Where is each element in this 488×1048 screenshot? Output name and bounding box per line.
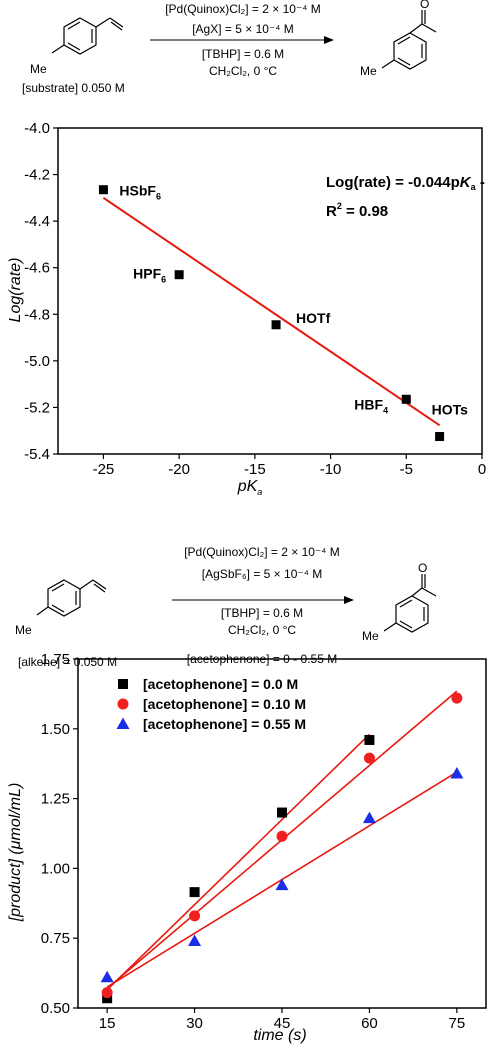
condition-solvent: CH₂Cl₂, 0 °C: [209, 64, 277, 78]
chart-2-x-tick-label: 60: [361, 1015, 378, 1032]
reactant-concentration: [substrate] 0.050 M: [22, 81, 125, 95]
chart-2-point: [188, 934, 202, 946]
condition-catalyst-2: [Pd(Quinox)Cl₂] = 2 × 10⁻⁴ M: [184, 545, 340, 559]
chart-1-x-tick-label: -20: [168, 461, 190, 478]
chart-2-point: [102, 993, 113, 1004]
chart-2-point: [363, 752, 375, 764]
chart-1-point: [435, 432, 445, 442]
chart-2-x-axis-label: time (s): [253, 1027, 306, 1044]
product-structure-2: [383, 574, 437, 633]
chart-2-x-tick-label: 30: [186, 1015, 203, 1032]
chart-1-y-tick-label: -5.4: [24, 446, 50, 463]
chart-2-y-tick-label: 0.75: [41, 930, 70, 947]
chart-1-y-tick-label: -4.0: [24, 120, 50, 137]
chart-2-legend-label: [acetophenone] = 0.55 M: [143, 716, 306, 732]
chart-2-y-tick-label: 1.50: [41, 721, 70, 738]
chart-2-y-tick-label: 1.25: [41, 791, 70, 808]
chart-1-point-label: HOTf: [296, 310, 331, 326]
condition-oxidant: [TBHP] = 0.6 M: [202, 47, 284, 61]
reactant-structure-2: [36, 579, 107, 617]
chart-2-point: [276, 830, 288, 842]
chart-2-point: [101, 987, 113, 999]
product-o-label: O: [420, 0, 429, 11]
chart-1-point-label: HSbF6: [119, 183, 161, 202]
chart-1-point: [401, 394, 411, 404]
chart-1-x-axis-label: pKa: [237, 478, 263, 497]
scheme-1: Me [substrate] 0.050 M [Pd(Quinox)Cl₂] =…: [22, 0, 437, 95]
product-me-label-2: Me: [362, 629, 379, 643]
chart-1-point-label: HBF4: [354, 396, 388, 415]
chart-1-point: [271, 320, 281, 330]
chart-1-x-tick-label: 0: [478, 461, 486, 478]
chart-2-point: [362, 811, 376, 824]
chart-1-y-tick-label: -5.0: [24, 353, 50, 370]
chart-2-legend-label: [acetophenone] = 0.0 M: [143, 676, 298, 692]
chart-1-point-label: HPF6: [133, 266, 166, 285]
reaction-arrow: [150, 36, 334, 44]
chart-1-y-tick-label: -4.2: [24, 167, 50, 184]
chart-1-r-squared: R2 = 0.98: [326, 201, 388, 220]
chart-2-x-tick-label: 75: [449, 1015, 466, 1032]
chart-2-x-tick-label: 45: [274, 1015, 291, 1032]
chart-1-equation: Log(rate) = -0.044pKa - 5.4: [326, 174, 488, 192]
chart-1-y-tick-label: -4.8: [24, 306, 50, 323]
reaction-arrow-2: [172, 596, 354, 604]
chart-2-point: [275, 878, 289, 891]
chart-1-point: [98, 185, 108, 195]
product-o-label-2: O: [418, 561, 427, 575]
chart-1-point: [174, 270, 184, 280]
chart-2-point: [450, 766, 464, 779]
chart-2-y-axis-label: [product] (μmol/mL): [7, 783, 24, 923]
chart-2-y-tick-label: 1.75: [41, 651, 70, 668]
condition-oxidant-2: [TBHP] = 0.6 M: [221, 606, 303, 620]
product-me-label: Me: [360, 64, 377, 78]
chart-1-y-tick-label: -4.6: [24, 260, 50, 277]
chart-1-x-tick-label: -15: [244, 461, 266, 478]
reactant-me-label-2: Me: [15, 623, 32, 637]
chart-2-legend-marker: [116, 717, 130, 729]
chart-1-x-tick-label: -10: [320, 461, 342, 478]
chart-1-y-axis-label: Log(rate): [7, 258, 24, 323]
condition-solvent-2: CH₂Cl₂, 0 °C: [228, 623, 296, 637]
chart-1-x-tick-label: -5: [400, 461, 413, 478]
condition-catalyst: [Pd(Quinox)Cl₂] = 2 × 10⁻⁴ M: [165, 2, 321, 16]
chart-2-point: [189, 887, 200, 898]
chart-2-y-tick-label: 0.50: [41, 1000, 70, 1017]
chart-2-point: [277, 807, 287, 818]
chart-2-x-tick-label: 15: [99, 1015, 116, 1032]
reactant-me-label: Me: [30, 62, 47, 76]
chart-2-y-tick-label: 1.00: [41, 860, 70, 877]
chart-2-point: [100, 970, 114, 983]
chart-1-plot-frame: [57, 127, 483, 455]
chart-2-point: [189, 910, 201, 922]
chart-1-hammett-plot: -25 -20 -15 -10 -5 0 -4.0 -4.2 -4.4 -4.6 -4.8 -5.0 -…: [7, 120, 488, 497]
condition-silver-salt-2: [AgSbF₆] = 5 × 10⁻⁴ M: [202, 567, 322, 581]
chart-2-kinetics-plot: 15 30 45 60 75 0.50 0.75 1.00 1.25 1.50 1.75 [acet…: [7, 651, 487, 1044]
chart-1-x-tick-label: -25: [93, 461, 115, 478]
reactant-structure: [51, 17, 124, 55]
chart-1-y-tick-label: -4.4: [24, 213, 50, 230]
chart-2-legend-marker: [117, 698, 129, 710]
chart-1-fit-line: [102, 197, 441, 427]
chart-2-point: [451, 692, 463, 704]
scheme-2: Me [alkene] = 0.050 M [Pd(Quinox)Cl₂] = …: [15, 545, 437, 669]
chart-1-y-tick-label: -5.2: [24, 399, 50, 416]
chart-1-point-label: HOTs: [432, 402, 469, 418]
chart-2-fit-line: [106, 733, 370, 991]
chart-2-point: [364, 734, 375, 745]
condition-silver-salt: [AgX] = 5 × 10⁻⁴ M: [192, 22, 294, 36]
product-structure: [381, 10, 437, 70]
chart-2-legend-marker: [118, 679, 128, 689]
chart-2-legend-label: [acetophenone] = 0.10 M: [143, 696, 306, 712]
